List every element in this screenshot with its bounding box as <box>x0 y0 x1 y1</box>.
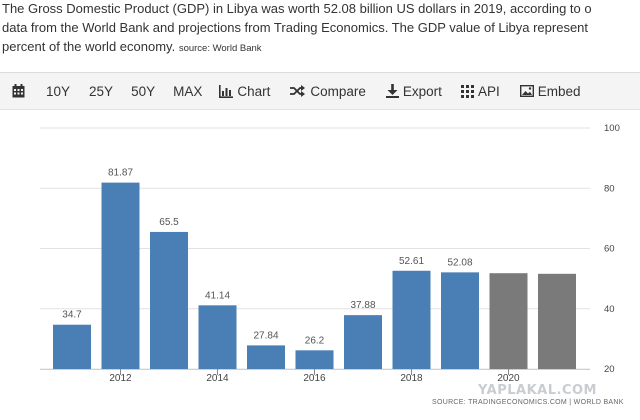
intro-text: The Gross Domestic Product (GDP) in Liby… <box>2 0 640 58</box>
range-10y-button[interactable]: 10Y <box>46 83 71 99</box>
embed-label: Embed <box>537 83 581 99</box>
export-icon <box>385 84 399 98</box>
embed-icon <box>519 85 534 97</box>
chart-type-button[interactable]: Chart <box>219 73 270 109</box>
data-label: 52.61 <box>399 256 424 267</box>
bar-actual <box>247 345 285 369</box>
bar-actual <box>441 272 479 369</box>
intro-line-2: data from the World Bank and projections… <box>2 20 589 35</box>
bar-forecast <box>489 273 528 369</box>
watermark: YAPLAKAL.COM <box>478 383 597 398</box>
intro-line-3-text: percent of the world economy. <box>2 39 176 54</box>
api-button[interactable]: API <box>460 73 500 109</box>
y-tick-label: 40 <box>604 304 615 315</box>
y-tick-label: 20 <box>604 364 615 375</box>
chart-type-label: Chart <box>237 83 271 99</box>
x-tick-label: 2020 <box>497 373 520 384</box>
bar-actual <box>344 315 382 369</box>
data-label: 34.7 <box>62 310 82 321</box>
bar-actual <box>101 182 140 369</box>
x-tick-label: 2018 <box>400 373 423 384</box>
data-label: 27.84 <box>253 330 278 341</box>
export-label: Export <box>402 83 442 99</box>
calendar-icon <box>12 84 25 98</box>
range-max-button[interactable]: MAX <box>173 83 203 99</box>
compare-label: Compare <box>310 83 366 99</box>
compare-button[interactable]: Compare <box>290 73 366 109</box>
source-note: source: World Bank <box>178 43 262 54</box>
chart-panel: 20 40 60 80 100 34.7 81.87 65.5 41.14 27.84 26.2 37… <box>0 111 640 420</box>
intro-line-1: The Gross Domestic Product (GDP) in Liby… <box>2 1 592 16</box>
compare-icon <box>290 85 306 97</box>
api-icon <box>460 84 474 98</box>
y-tick-label: 60 <box>604 244 615 255</box>
bar-forecast <box>538 273 576 369</box>
bar-actual <box>198 305 237 369</box>
data-label: 52.08 <box>447 257 472 268</box>
bar-actual <box>150 231 188 369</box>
source-credit: SOURCE: TRADINGECONOMICS.COM | WORLD BAN… <box>432 399 624 406</box>
y-tick-label: 80 <box>604 183 615 194</box>
api-label: API <box>477 83 500 99</box>
calendar-button[interactable] <box>12 73 25 109</box>
bar-actual <box>53 324 91 369</box>
export-button[interactable]: Export <box>385 73 442 109</box>
range-50y-button[interactable]: 50Y <box>131 83 156 99</box>
x-tick-label: 2012 <box>109 373 132 384</box>
data-label: 26.2 <box>305 335 325 346</box>
chart-icon <box>219 84 234 98</box>
y-tick-label: 100 <box>604 123 620 134</box>
range-25y-button[interactable]: 25Y <box>89 83 114 99</box>
x-tick-label: 2014 <box>206 373 229 384</box>
data-label: 41.14 <box>205 290 230 301</box>
x-tick-label: 2016 <box>303 373 326 384</box>
data-label: 65.5 <box>159 217 179 228</box>
embed-button[interactable]: Embed <box>519 73 581 109</box>
intro-line-3: percent of the world economy. source: Wo… <box>2 37 640 58</box>
data-label: 37.88 <box>350 300 375 311</box>
bar-actual <box>295 350 334 369</box>
data-label: 81.87 <box>108 168 133 179</box>
bar-actual <box>392 270 431 369</box>
chart-toolbar: 10Y 25Y 50Y MAX Chart Compare Export API… <box>0 72 640 110</box>
gdp-bar-chart: 20 40 60 80 100 34.7 81.87 65.5 41.14 27.84 26.2 37… <box>40 123 620 384</box>
